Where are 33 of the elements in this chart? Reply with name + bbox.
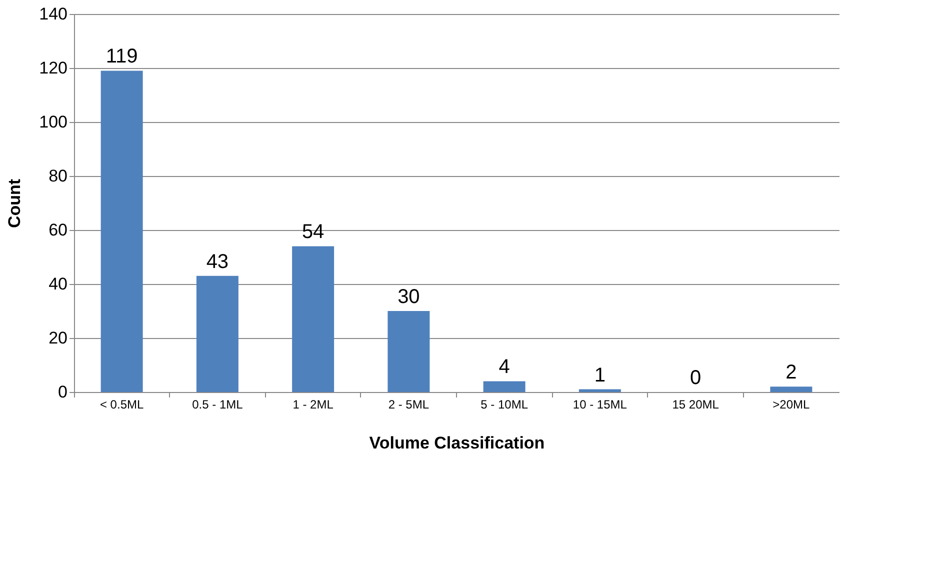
data-label: 2 bbox=[786, 362, 797, 384]
y-tick-label: 60 bbox=[48, 220, 68, 240]
x-tick-label: 10 - 15ML bbox=[572, 398, 628, 412]
y-tick-label: 80 bbox=[48, 166, 68, 186]
y-tick-label: 100 bbox=[39, 112, 68, 132]
y-tick-label: 20 bbox=[48, 328, 68, 348]
x-tick-label: 2 - 5ML bbox=[388, 398, 430, 412]
y-tick-label: 140 bbox=[39, 4, 68, 24]
x-tick-label: 0.5 - 1ML bbox=[192, 398, 244, 412]
y-tick-label: 0 bbox=[58, 382, 68, 402]
x-tick-label: 5 - 10ML bbox=[480, 398, 528, 412]
bar bbox=[483, 381, 526, 392]
y-tick-label: 40 bbox=[48, 274, 68, 294]
bar bbox=[196, 276, 238, 392]
data-label: 4 bbox=[498, 356, 510, 378]
y-tick-label: 120 bbox=[39, 58, 68, 78]
data-label: 30 bbox=[398, 286, 420, 308]
data-label: 0 bbox=[690, 367, 702, 389]
bar bbox=[292, 246, 334, 392]
bar bbox=[770, 386, 812, 392]
x-tick-label: 1 - 2ML bbox=[292, 398, 334, 412]
y-axis-title: Count bbox=[5, 178, 24, 228]
data-label: 119 bbox=[106, 46, 138, 68]
bar bbox=[578, 389, 621, 392]
bar bbox=[100, 70, 143, 392]
data-label: 1 bbox=[594, 364, 606, 386]
bar bbox=[388, 311, 430, 392]
data-label: 43 bbox=[206, 250, 229, 273]
x-tick-label: < 0.5ML bbox=[100, 398, 144, 412]
x-tick-label: >20ML bbox=[772, 398, 810, 412]
x-tick-label: 15 20ML bbox=[672, 398, 720, 412]
x-axis-title: Volume Classification bbox=[369, 434, 545, 452]
data-label: 54 bbox=[302, 221, 324, 244]
